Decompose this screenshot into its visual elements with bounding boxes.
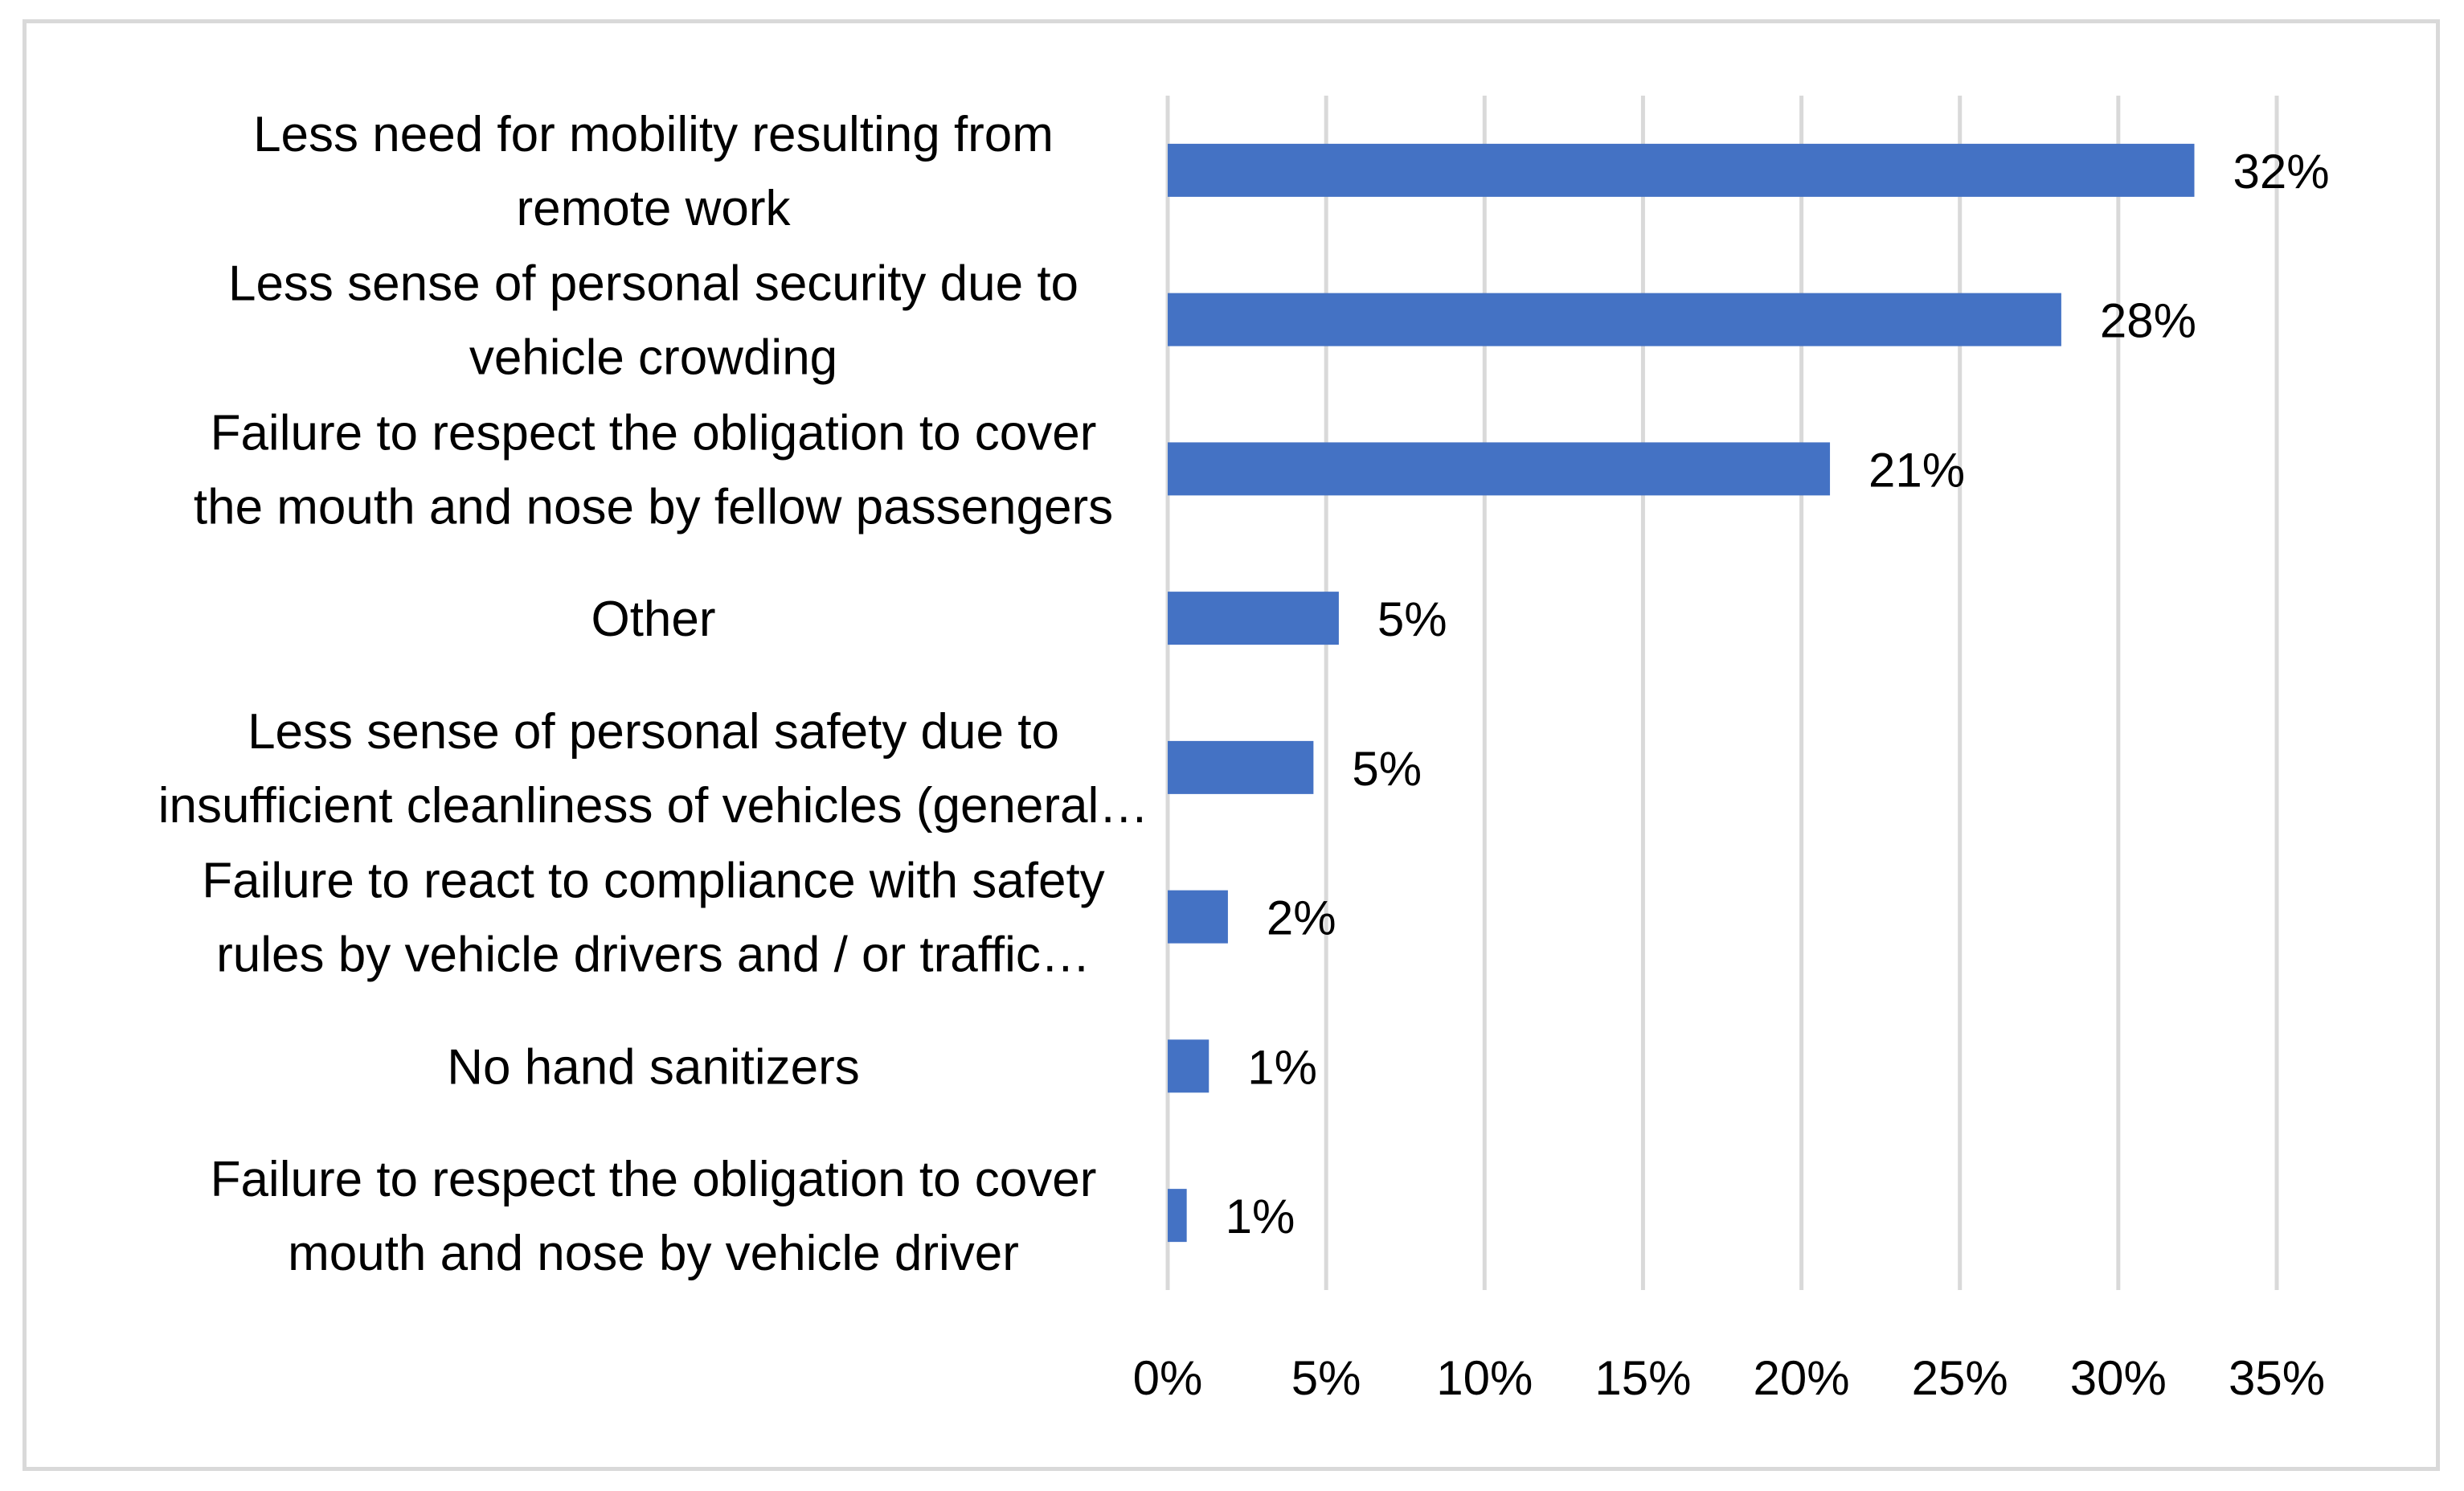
category-label: No hand sanitizers bbox=[447, 1039, 860, 1095]
category-label-line: the mouth and nose by fellow passengers bbox=[194, 479, 1113, 535]
bars bbox=[1168, 143, 2195, 1243]
bar bbox=[1168, 442, 1831, 496]
category-label-line: Less sense of personal security due to bbox=[228, 256, 1079, 312]
category-label-line: mouth and nose by vehicle driver bbox=[288, 1226, 1019, 1281]
gridlines bbox=[1165, 96, 2279, 1290]
data-label: 1% bbox=[1247, 1040, 1317, 1094]
data-label: 28% bbox=[2100, 294, 2196, 348]
category-label-line: No hand sanitizers bbox=[447, 1039, 860, 1095]
category-label-line: Failure to respect the obligation to cov… bbox=[211, 405, 1097, 461]
category-label-line: Less need for mobility resulting from bbox=[253, 107, 1054, 162]
bar bbox=[1168, 1039, 1209, 1093]
bar bbox=[1168, 293, 2061, 346]
data-label: 5% bbox=[1377, 592, 1447, 646]
category-label-line: vehicle crowding bbox=[469, 330, 837, 386]
x-tick-label: 25% bbox=[1912, 1351, 2008, 1405]
bar bbox=[1168, 592, 1339, 645]
category-label: Less sense of personal safety due to insu… bbox=[158, 704, 1149, 834]
chart-frame: 32% 28% 21% 5% 5% 2% 1% 1% Less need for mobili… bbox=[23, 19, 2440, 1471]
x-tick-label: 15% bbox=[1594, 1351, 1691, 1405]
category-label: Other bbox=[591, 592, 715, 647]
category-label: Failure to respect the obligation to cov… bbox=[194, 405, 1113, 535]
category-label: Less need for mobility resulting from rem… bbox=[253, 107, 1054, 236]
category-label-line: rules by vehicle drivers and / or traffi… bbox=[216, 928, 1091, 983]
bar bbox=[1168, 1189, 1187, 1243]
x-tick-label: 35% bbox=[2229, 1351, 2325, 1405]
x-tick-label: 10% bbox=[1436, 1351, 1533, 1405]
category-label-line: insufficient cleanliness of vehicles (ge… bbox=[158, 778, 1149, 834]
category-label: Failure to respect the obligation to cov… bbox=[211, 1152, 1097, 1281]
bar bbox=[1168, 890, 1228, 944]
x-axis-ticks: 0% 5% 10% 15% 20% 25% 30% 35% bbox=[1133, 1351, 2325, 1405]
data-label: 21% bbox=[1868, 443, 1965, 497]
x-tick-label: 0% bbox=[1133, 1351, 1203, 1405]
bar bbox=[1168, 740, 1314, 794]
data-label: 2% bbox=[1267, 891, 1336, 945]
data-label: 5% bbox=[1352, 742, 1422, 796]
x-tick-label: 5% bbox=[1291, 1351, 1361, 1405]
data-labels: 32% 28% 21% 5% 5% 2% 1% 1% bbox=[1226, 145, 2330, 1243]
category-label-line: Other bbox=[591, 592, 715, 647]
category-label: Less sense of personal security due to ve… bbox=[228, 256, 1079, 386]
category-label-line: Failure to respect the obligation to cov… bbox=[211, 1152, 1097, 1207]
x-tick-label: 20% bbox=[1754, 1351, 1850, 1405]
category-label-line: Failure to react to compliance with safe… bbox=[202, 854, 1104, 909]
data-label: 1% bbox=[1226, 1190, 1295, 1243]
category-label-line: Less sense of personal safety due to bbox=[248, 704, 1059, 760]
category-label: Failure to react to compliance with safe… bbox=[202, 854, 1104, 983]
data-label: 32% bbox=[2233, 145, 2329, 199]
category-labels: Less need for mobility resulting from rem… bbox=[158, 107, 1149, 1281]
bar-chart: 32% 28% 21% 5% 5% 2% 1% 1% Less need for mobili… bbox=[158, 96, 2330, 1405]
x-tick-label: 30% bbox=[2070, 1351, 2167, 1405]
bar bbox=[1168, 143, 2195, 197]
category-label-line: remote work bbox=[516, 181, 791, 236]
